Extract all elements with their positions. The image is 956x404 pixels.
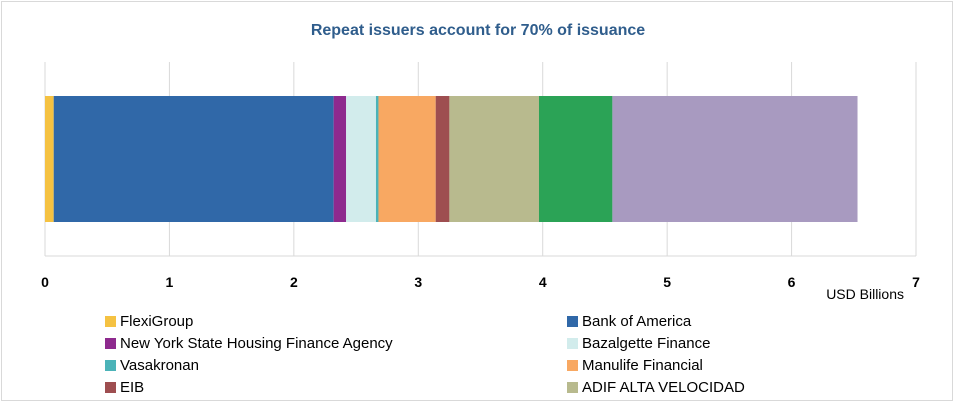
- x-tick-label: 7: [912, 274, 920, 290]
- bar-segment-9: [612, 96, 858, 222]
- chart-title: Repeat issuers account for 70% of issuan…: [310, 22, 646, 39]
- bar-segment-7: [449, 96, 539, 222]
- x-tick-label: 1: [166, 274, 174, 290]
- bar-segment-8: [538, 96, 613, 222]
- x-tick-label: 0: [41, 274, 49, 290]
- bar-segment-1: [53, 96, 334, 222]
- x-axis-title: USD Billions: [826, 286, 904, 302]
- x-tick-label: 4: [539, 274, 547, 290]
- bar-segment-6: [435, 96, 450, 222]
- x-tick-label: 2: [290, 274, 298, 290]
- bar-segment-5: [378, 96, 436, 222]
- bar-segment-3: [346, 96, 376, 222]
- x-tick-label: 5: [663, 274, 671, 290]
- bar-segment-2: [333, 96, 347, 222]
- bar-segment-4: [375, 96, 379, 222]
- bar-segment-0: [45, 96, 54, 222]
- x-tick-label: 6: [788, 274, 796, 290]
- x-tick-label: 3: [414, 274, 422, 290]
